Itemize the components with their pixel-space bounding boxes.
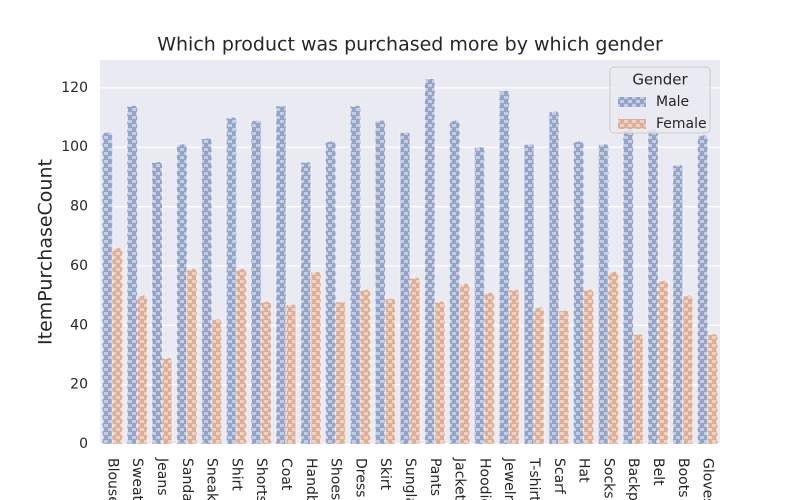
legend-title: Gender: [632, 71, 688, 89]
bar-hatch: [558, 309, 570, 445]
legend-box: [609, 66, 711, 134]
bar-hatch: [399, 131, 411, 445]
bar-hatch: [384, 297, 396, 445]
y-tick-label: 80: [70, 199, 88, 215]
bar-hatch: [647, 128, 659, 445]
bar-hatch: [657, 280, 669, 445]
y-tick-label: 100: [61, 139, 88, 155]
bar-hatch: [324, 140, 337, 445]
bar-hatch: [349, 104, 362, 445]
bar-hatch: [101, 131, 114, 445]
chart-title: Which product was purchased more by whic…: [157, 34, 663, 56]
bar-hatch: [632, 333, 644, 445]
y-tick-label: 60: [70, 258, 88, 274]
x-tick-label: Pants: [427, 458, 443, 496]
x-tick-label: Shoes: [328, 458, 344, 500]
x-tick-label: Sweater: [129, 458, 145, 500]
bar-hatch: [225, 116, 238, 445]
x-tick-label: Handbag: [303, 458, 319, 500]
bar-hatch: [186, 268, 198, 445]
x-tick-label: Shirt: [228, 458, 244, 491]
bar-hatch: [622, 128, 634, 445]
bar-hatch: [409, 277, 421, 445]
x-tick-label: Jewelry: [501, 457, 517, 500]
bar-hatch: [572, 140, 585, 445]
x-tick-label: Blouse: [104, 458, 120, 500]
bar-hatch: [434, 300, 446, 445]
bar-hatch: [359, 288, 372, 445]
x-tick-label: Jacket: [452, 457, 468, 500]
bar-hatch: [523, 143, 535, 445]
x-tick-label: Boots: [675, 458, 691, 498]
bar-hatch: [151, 161, 163, 445]
x-tick-label: Backpack: [625, 458, 641, 500]
x-tick-label: Gloves: [700, 458, 716, 500]
x-tick-label: Hoodie: [476, 458, 492, 500]
x-tick-label: Belt: [650, 458, 666, 486]
x-tick-label: Sneakers: [204, 458, 220, 500]
y-tick-label: 20: [70, 377, 88, 393]
x-tick-label: Shorts: [253, 458, 269, 500]
x-tick-label: Skirt: [377, 458, 393, 491]
bar-hatch: [498, 90, 510, 445]
bar-hatch: [672, 164, 684, 445]
bar-hatch: [706, 333, 719, 445]
bar-hatch: [176, 143, 188, 445]
bar-hatch: [235, 268, 248, 445]
bar-hatch: [126, 104, 138, 445]
bar-hatch: [250, 119, 262, 445]
x-tick-label: T-shirt: [526, 457, 542, 500]
bar-hatch: [597, 143, 610, 445]
x-tick-label: Scarf: [551, 458, 567, 495]
x-tick-label: Sandals: [179, 458, 195, 500]
x-tick-label: Sunglasses: [402, 458, 418, 500]
legend-label: Female: [656, 116, 707, 132]
bar-hatch: [682, 294, 694, 445]
bar-hatch: [607, 271, 620, 445]
bar-hatch: [161, 357, 173, 445]
bar-hatch: [448, 119, 461, 445]
x-tick-label: Hat: [576, 458, 592, 483]
bar-hatch: [582, 288, 595, 445]
bar-hatch: [334, 300, 347, 445]
bar-hatch: [374, 119, 386, 445]
bar-hatch: [473, 146, 486, 445]
x-tick-label: Socks: [600, 458, 616, 499]
bar-hatch: [310, 271, 322, 445]
bar-hatch: [210, 318, 223, 445]
bar-hatch: [200, 137, 213, 445]
bar-hatch: [260, 300, 272, 445]
bar-hatch: [136, 294, 148, 445]
x-tick-label: Coat: [278, 458, 294, 491]
legend-label: Male: [656, 94, 689, 110]
bar-hatch: [424, 78, 436, 445]
y-tick-label: 0: [79, 436, 88, 452]
bar-hatch: [548, 110, 560, 445]
y-axis-label: ItemPurchaseCount: [35, 159, 57, 345]
bar-hatch: [111, 247, 124, 445]
bar-hatch: [458, 283, 471, 445]
x-tick-label: Dress: [352, 458, 368, 497]
legend-swatch-hatch: [618, 119, 646, 129]
bar-hatch: [483, 291, 496, 445]
bar-hatch: [300, 161, 312, 445]
y-tick-label: 40: [70, 317, 88, 333]
bar-hatch: [533, 306, 545, 445]
bar-hatch: [285, 303, 297, 445]
y-tick-label: 120: [61, 80, 88, 96]
x-tick-label: Jeans: [154, 457, 170, 496]
bar-hatch: [508, 288, 520, 445]
bar-hatch: [275, 104, 287, 445]
legend-swatch-hatch: [618, 97, 646, 107]
bar-hatch: [696, 134, 709, 445]
